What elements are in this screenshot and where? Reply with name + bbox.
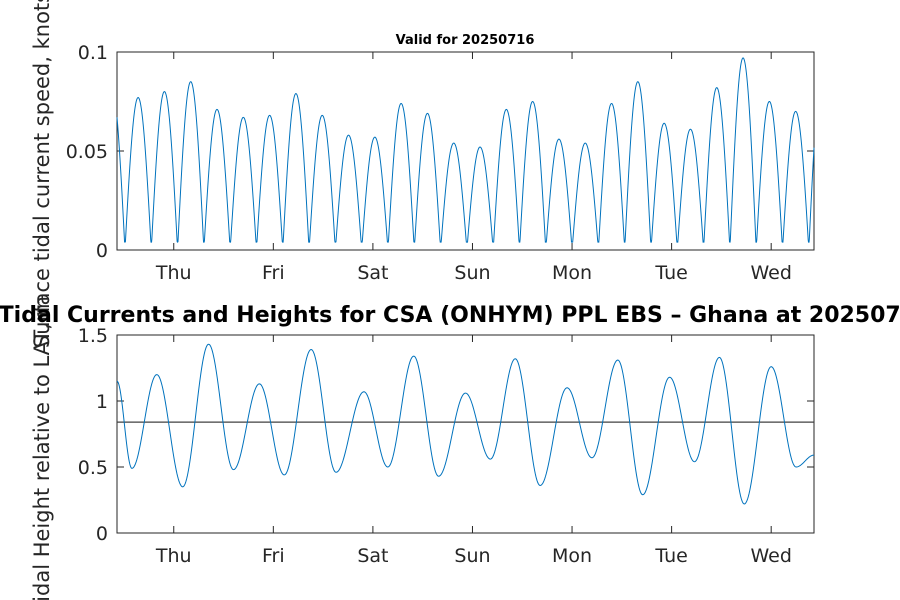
current-speed-axes: Valid for 20250716 Surface tidal current…: [30, 0, 815, 348]
current-speed-y-axis-label: Surface tidal current speed, knots: [30, 0, 54, 348]
current-speed-y-tick-label: 0.05: [66, 141, 108, 163]
current-speed-y-ticks: 0 0.05 0.1: [66, 42, 814, 262]
tidal-height-x-tick-label-sat: Sat: [357, 545, 388, 567]
current-speed-x-ticks: Thu Fri Sat Sun Mon Tue Wed: [155, 52, 792, 284]
tidal-height-y-tick-label: 0.5: [78, 457, 108, 479]
tidal-height-y-ticks: 0 0.5 1 1.5: [78, 325, 814, 545]
tidal-height-x-tick-label-wed: Wed: [750, 545, 791, 567]
tidal-height-x-tick-label-tue: Tue: [654, 545, 687, 567]
tidal-height-x-tick-label-sun: Sun: [454, 545, 490, 567]
tidal-height-y-axis-label: Tidal Height relative to LAT, m: [30, 296, 54, 600]
current-speed-x-tick-label-sat: Sat: [357, 262, 388, 284]
current-speed-title: Valid for 20250716: [396, 33, 535, 48]
current-speed-y-tick-label: 0.1: [78, 42, 108, 64]
tidal-height-y-tick-label: 1: [96, 391, 108, 413]
tidal-height-x-tick-label-mon: Mon: [552, 545, 592, 567]
current-speed-series-line: [116, 57, 815, 243]
current-speed-x-tick-label-wed: Wed: [750, 262, 791, 284]
tidal-height-y-tick-label: 0: [96, 523, 108, 545]
tidal-height-plot-area: [116, 334, 815, 534]
tidal-height-x-ticks: Thu Fri Sat Sun Mon Tue Wed: [155, 335, 792, 567]
figure-main-title: Tidal Currents and Heights for CSA (ONHY…: [0, 303, 900, 328]
current-speed-x-tick-label-tue: Tue: [654, 262, 687, 284]
tidal-height-y-tick-label: 1.5: [78, 325, 108, 347]
current-speed-x-tick-label-fri: Fri: [262, 262, 285, 284]
current-speed-x-tick-label-sun: Sun: [454, 262, 490, 284]
current-speed-x-tick-label-thu: Thu: [155, 262, 192, 284]
tidal-height-x-tick-label-fri: Fri: [262, 545, 285, 567]
tidal-height-x-tick-label-thu: Thu: [155, 545, 192, 567]
current-speed-y-tick-label: 0: [96, 240, 108, 262]
tidal-height-series-line: [116, 343, 815, 505]
current-speed-plot-area: [116, 51, 815, 251]
current-speed-x-tick-label-mon: Mon: [552, 262, 592, 284]
tidal-height-axes: Tidal Height relative to LAT, m 0 0.5 1 1.5…: [30, 296, 815, 600]
